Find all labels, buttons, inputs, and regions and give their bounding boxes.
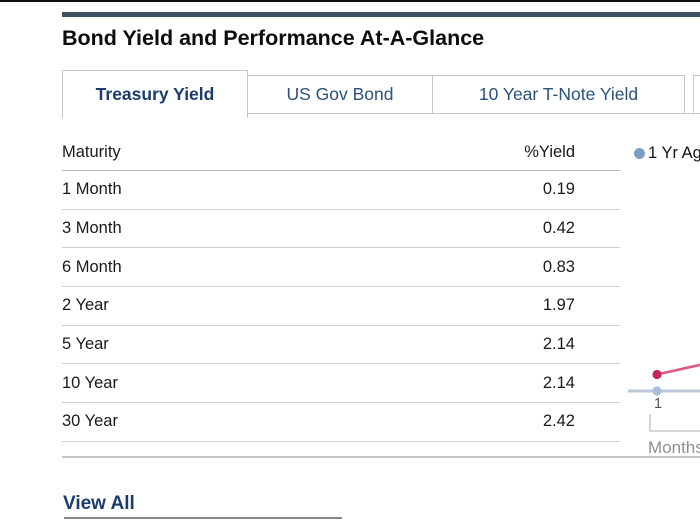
tab-clipped[interactable] (693, 75, 700, 114)
table-row: 30 Year 2.42 (62, 403, 620, 442)
yield-cell: 0.83 (542, 257, 575, 276)
tab-treasury-yield[interactable]: Treasury Yield (62, 70, 248, 118)
maturity-cell: 5 Year (62, 335, 109, 354)
yield-cell: 2.14 (542, 373, 575, 392)
yield-cell: 2.42 (542, 412, 575, 431)
widget-accent-bar (62, 12, 700, 17)
year-ago-series-point (652, 386, 662, 396)
yield-cell: 2.14 (542, 335, 575, 354)
content-divider (62, 456, 700, 458)
axis-bracket (649, 414, 700, 432)
legend-dot-icon (634, 148, 645, 159)
table-row: 1 Month 0.19 (62, 171, 620, 210)
x-axis-label: Months (648, 438, 700, 457)
table-row: 6 Month 0.83 (62, 248, 620, 288)
table-row: 10 Year 2.14 (62, 364, 620, 404)
legend-label: 1 Yr Ago (648, 144, 700, 162)
yield-chart: 1 Months (628, 363, 700, 457)
view-all-link[interactable]: View All (63, 493, 135, 514)
yields-table: Maturity %Yield 1 Month 0.19 3 Month 0.4… (62, 134, 620, 442)
yield-cell: 0.42 (542, 219, 575, 238)
yield-column-header: %Yield (524, 142, 575, 161)
window-top-edge (0, 0, 700, 2)
view-all-underline (64, 517, 342, 519)
maturity-cell: 2 Year (62, 296, 109, 315)
maturity-cell: 10 Year (62, 373, 118, 392)
maturity-cell: 6 Month (62, 257, 122, 276)
table-row: 3 Month 0.42 (62, 210, 620, 249)
chart-legend: 1 Yr Ago (634, 144, 700, 163)
current-series-point (652, 369, 662, 380)
tab-10-year-t-note-yield[interactable]: 10 Year T-Note Yield (432, 75, 685, 114)
table-row: 5 Year 2.14 (62, 326, 620, 365)
table-row: 2 Year 1.97 (62, 287, 620, 326)
table-header: Maturity %Yield (62, 134, 620, 171)
tab-us-gov-bond[interactable]: US Gov Bond (247, 75, 433, 114)
maturity-column-header: Maturity (62, 142, 121, 161)
maturity-cell: 3 Month (62, 219, 122, 238)
x-tick-label: 1 (654, 396, 662, 412)
yield-cell: 0.19 (542, 180, 575, 199)
current-series-line (656, 363, 700, 376)
yield-cell: 1.97 (542, 296, 575, 315)
maturity-cell: 1 Month (62, 180, 122, 199)
maturity-cell: 30 Year (62, 412, 118, 431)
page-title: Bond Yield and Performance At-A-Glance (62, 26, 485, 50)
